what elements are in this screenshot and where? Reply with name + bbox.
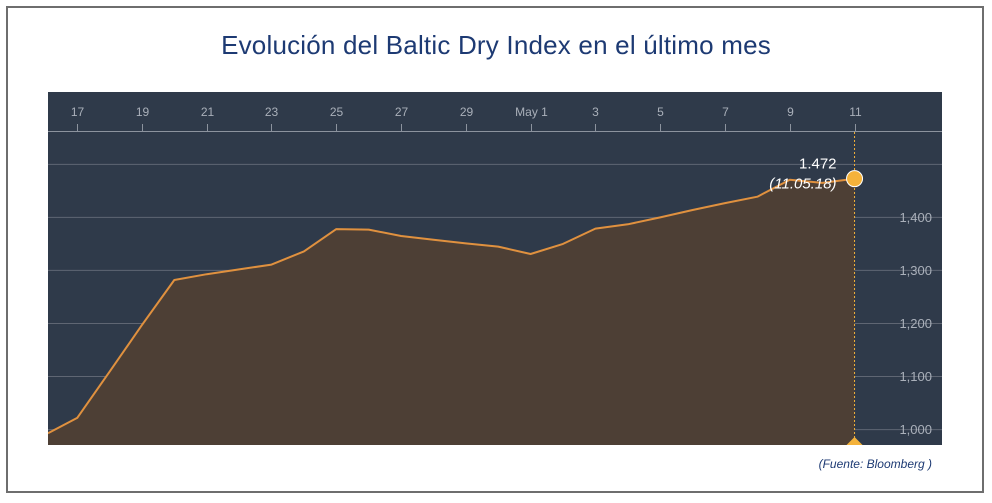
x-tick-label: 21 [201, 105, 215, 119]
x-tick-label: 25 [330, 105, 344, 119]
y-tick-label: 1,200 [899, 316, 932, 331]
y-tick-label: 1,100 [899, 369, 932, 384]
y-tick-label: 1,000 [899, 422, 932, 437]
x-tick-label: 17 [71, 105, 85, 119]
x-tick-label: 27 [395, 105, 409, 119]
chart-svg: 17 19 21 23 25 27 29 May 1 3 5 7 9 11 1.472 (11.05.18)… [48, 92, 942, 445]
x-tick-label: 29 [460, 105, 474, 119]
x-tick-label: 3 [592, 105, 599, 119]
marker-triangle [846, 437, 863, 445]
marker-dot [846, 170, 864, 188]
series-line [48, 177, 855, 435]
x-tick-label: 23 [265, 105, 279, 119]
y-tick-label: 1,400 [899, 210, 932, 225]
x-tick-label: 19 [136, 105, 150, 119]
x-tick-label: 7 [722, 105, 729, 119]
y-tick-label: 1,300 [899, 263, 932, 278]
x-tick-label: 5 [657, 105, 664, 119]
x-tick-label: May 1 [515, 105, 548, 119]
x-tick-label: 9 [787, 105, 794, 119]
chart-title: Evolución del Baltic Dry Index en el últ… [221, 30, 771, 60]
annotation-date: (11.05.18) [769, 176, 836, 193]
x-tick-label: 11 [849, 105, 862, 119]
area-fill [48, 178, 855, 445]
annotation-value: 1.472 [799, 156, 837, 173]
source-note: (Fuente: Bloomberg ) [818, 457, 932, 471]
